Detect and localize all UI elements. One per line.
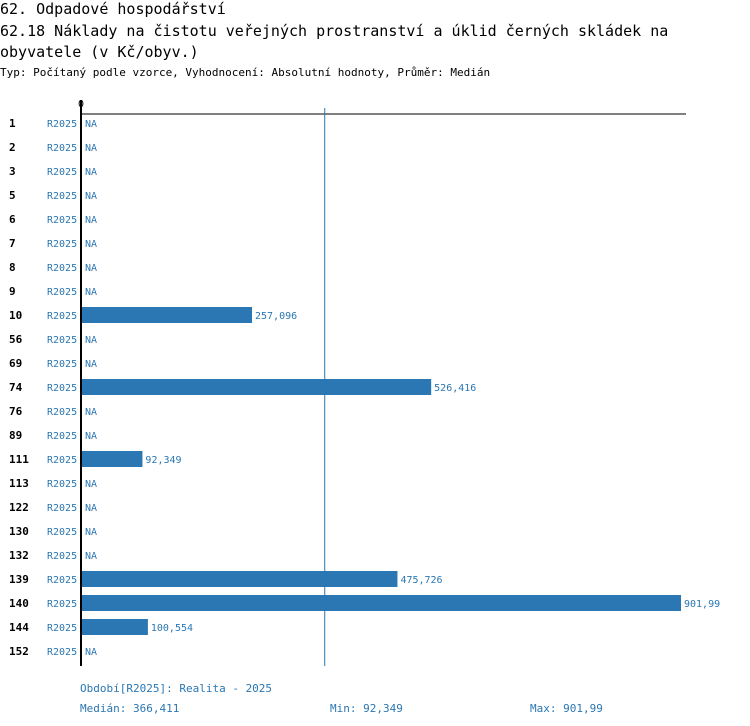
value-label: NA bbox=[85, 527, 97, 538]
period-label: R2025 bbox=[47, 503, 77, 514]
period-label: R2025 bbox=[47, 287, 77, 298]
chart-subtitle: Typ: Počítaný podle vzorce, Vyhodnocení:… bbox=[0, 66, 491, 79]
value-label: 100,554 bbox=[151, 623, 193, 634]
period-label: R2025 bbox=[47, 143, 77, 154]
period-label: R2025 bbox=[47, 383, 77, 394]
period-label: R2025 bbox=[47, 191, 77, 202]
period-label: R2025 bbox=[47, 599, 77, 610]
value-label: 92,349 bbox=[145, 455, 181, 466]
value-label: NA bbox=[85, 551, 97, 562]
bar bbox=[81, 451, 143, 467]
period-label: R2025 bbox=[47, 119, 77, 130]
value-label: NA bbox=[85, 359, 97, 370]
category-label: 3 bbox=[9, 165, 16, 178]
period-label: R2025 bbox=[47, 215, 77, 226]
value-label: NA bbox=[85, 167, 97, 178]
category-label: 130 bbox=[9, 525, 29, 538]
category-label: 6 bbox=[9, 213, 16, 226]
value-label: NA bbox=[85, 191, 97, 202]
period-label: R2025 bbox=[47, 479, 77, 490]
period-label: R2025 bbox=[47, 647, 77, 658]
category-label: 2 bbox=[9, 141, 16, 154]
category-label: 1 bbox=[9, 117, 16, 130]
category-label: 122 bbox=[9, 501, 29, 514]
value-label: 901,99 bbox=[684, 599, 720, 610]
value-label: NA bbox=[85, 479, 97, 490]
footer-max: Max: 901,99 bbox=[530, 702, 603, 715]
category-label: 144 bbox=[9, 621, 29, 634]
category-label: 10 bbox=[9, 309, 22, 322]
category-label: 132 bbox=[9, 549, 29, 562]
period-label: R2025 bbox=[47, 311, 77, 322]
bar bbox=[81, 619, 148, 635]
category-label: 5 bbox=[9, 189, 16, 202]
category-label: 113 bbox=[9, 477, 29, 490]
bar bbox=[81, 379, 432, 395]
period-label: R2025 bbox=[47, 407, 77, 418]
value-label: NA bbox=[85, 239, 97, 250]
value-label: NA bbox=[85, 407, 97, 418]
value-label: NA bbox=[85, 143, 97, 154]
period-label: R2025 bbox=[47, 551, 77, 562]
period-label: R2025 bbox=[47, 431, 77, 442]
value-label: NA bbox=[85, 287, 97, 298]
chart-title: 62.18 Náklady na čistotu veřejných prost… bbox=[0, 22, 669, 61]
value-label: 475,726 bbox=[400, 575, 442, 586]
category-label: 89 bbox=[9, 429, 22, 442]
footer-min: Min: 92,349 bbox=[330, 702, 403, 715]
category-label: 8 bbox=[9, 261, 16, 274]
value-label: NA bbox=[85, 431, 97, 442]
value-label: NA bbox=[85, 335, 97, 346]
bar bbox=[81, 595, 681, 611]
period-label: R2025 bbox=[47, 263, 77, 274]
category-label: 139 bbox=[9, 573, 29, 586]
category-label: 74 bbox=[9, 381, 23, 394]
category-label: 152 bbox=[9, 645, 29, 658]
period-label: R2025 bbox=[47, 527, 77, 538]
category-label: 56 bbox=[9, 333, 23, 346]
category-label: 69 bbox=[9, 357, 22, 370]
period-label: R2025 bbox=[47, 575, 77, 586]
period-label: R2025 bbox=[47, 239, 77, 250]
value-label: 526,416 bbox=[434, 383, 476, 394]
category-label: 111 bbox=[9, 453, 29, 466]
section-title: 62. Odpadové hospodářství bbox=[0, 0, 226, 18]
value-label: NA bbox=[85, 119, 97, 130]
value-label: NA bbox=[85, 647, 97, 658]
value-label: NA bbox=[85, 215, 97, 226]
footer-median: Medián: 366,411 bbox=[80, 702, 180, 715]
value-label: NA bbox=[85, 503, 97, 514]
value-label: NA bbox=[85, 263, 97, 274]
category-label: 76 bbox=[9, 405, 23, 418]
category-label: 9 bbox=[9, 285, 16, 298]
period-label: R2025 bbox=[47, 335, 77, 346]
period-label: R2025 bbox=[47, 455, 77, 466]
period-label: R2025 bbox=[47, 623, 77, 634]
value-label: 257,096 bbox=[255, 311, 297, 322]
period-label: R2025 bbox=[47, 167, 77, 178]
period-label: R2025 bbox=[47, 359, 77, 370]
bar bbox=[81, 307, 253, 323]
category-label: 7 bbox=[9, 237, 16, 250]
footer-period: Období[R2025]: Realita - 2025 bbox=[80, 682, 273, 695]
category-label: 140 bbox=[9, 597, 29, 610]
bar bbox=[81, 571, 398, 587]
